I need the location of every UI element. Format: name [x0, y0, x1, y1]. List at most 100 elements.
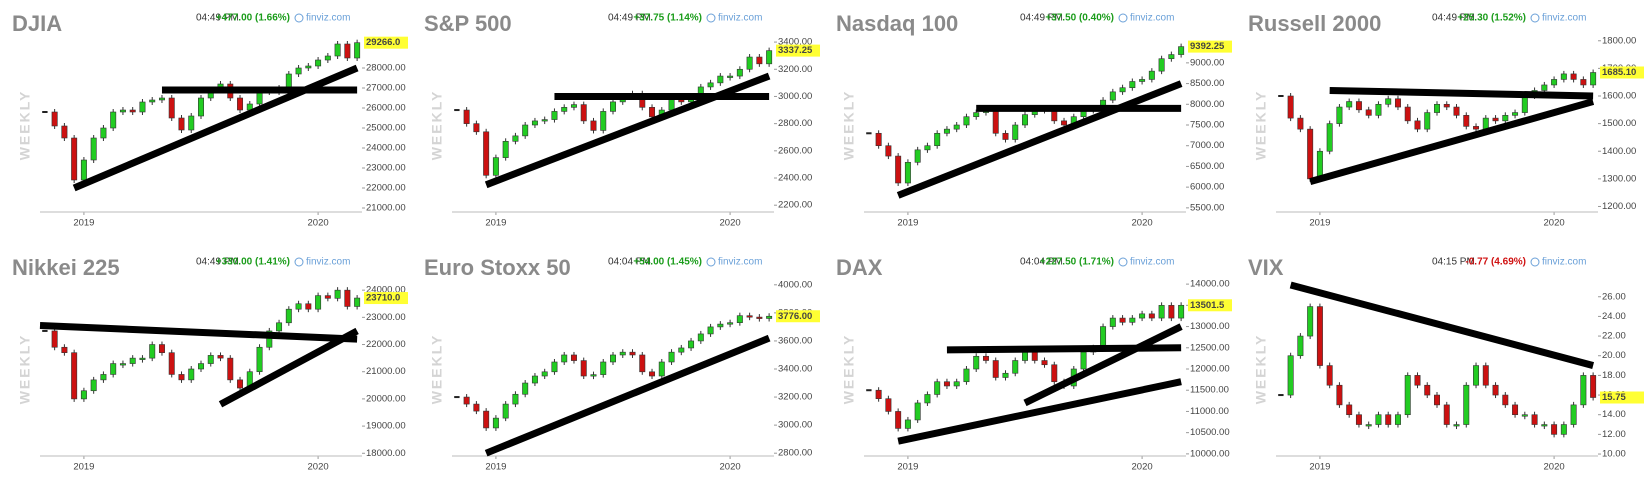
candle: [1424, 384, 1431, 396]
candle: [1492, 384, 1499, 396]
candle: [875, 132, 882, 147]
y-tick-label: 21000.00: [366, 203, 406, 214]
price-tag: [1188, 40, 1232, 53]
y-tick-label: 5500.00: [1190, 202, 1224, 213]
candle: [188, 115, 195, 131]
candle: [1178, 46, 1185, 55]
candle: [875, 389, 882, 400]
candle: [51, 111, 58, 127]
y-tick-label: 8000.00: [1190, 99, 1224, 110]
x-tick-label: 2019: [897, 462, 918, 473]
candle: [315, 59, 322, 67]
y-tick-label: 25000.00: [366, 123, 406, 134]
price-tag: [1600, 391, 1644, 404]
y-tick-label: 2400.00: [778, 173, 812, 184]
candle: [1287, 95, 1294, 119]
x-tick-label: 2020: [1544, 462, 1565, 473]
chart-panel: Euro Stoxx 50 04:04 PM+54.00 (1.45%) finvi…: [424, 255, 820, 473]
price-tag-label: 23710.0: [366, 293, 400, 304]
x-tick-label: 2020: [720, 218, 741, 229]
candle: [590, 120, 597, 131]
candle: [866, 132, 872, 135]
candle: [610, 101, 616, 112]
candle: [502, 141, 509, 158]
candle: [1463, 115, 1470, 127]
candle: [600, 361, 607, 375]
trendline: [1289, 281, 1595, 369]
candle: [188, 368, 195, 381]
candle: [531, 375, 538, 384]
price-tag-label: 1685.10: [1602, 67, 1636, 78]
watermark: WEEKLY: [17, 90, 33, 161]
trendline: [897, 378, 1182, 445]
candle: [924, 145, 931, 151]
x-tick-label: 2020: [1132, 462, 1153, 473]
candle: [1512, 112, 1519, 116]
candle: [580, 104, 587, 122]
candle: [1365, 109, 1372, 116]
update-time: 04:49 PM: [608, 13, 651, 24]
candle: [541, 371, 548, 377]
chart-panel: S&P 500 04:49 PM+37.75 (1.14%) finviz.com W…: [424, 11, 820, 229]
candle: [1326, 365, 1333, 386]
candle: [492, 157, 499, 176]
trendline: [218, 327, 359, 408]
chart-title: Nikkei 225: [12, 255, 120, 280]
candle: [344, 43, 351, 59]
y-tick-label: 2200.00: [778, 200, 812, 211]
candle: [227, 357, 234, 381]
y-tick-label: 18000.00: [366, 448, 406, 459]
candle: [1551, 79, 1558, 86]
candle: [1297, 335, 1304, 357]
candle: [1385, 98, 1392, 105]
candle: [139, 101, 146, 113]
candle: [1590, 72, 1597, 86]
price-tag: [364, 292, 408, 305]
candle: [934, 381, 941, 395]
x-tick-label: 2019: [1309, 462, 1330, 473]
candle: [1355, 101, 1362, 111]
candle: [1278, 95, 1284, 97]
candle: [1041, 360, 1048, 366]
change: +330.00 (1.41%): [216, 257, 290, 268]
candle: [178, 117, 185, 131]
y-tick-label: 1200.00: [1602, 201, 1636, 212]
change: +477.00 (1.66%): [216, 13, 290, 24]
candle: [1541, 424, 1548, 427]
y-tick-label: 7000.00: [1190, 140, 1224, 151]
trendline: [39, 322, 358, 343]
candle: [1375, 103, 1382, 116]
y-tick-label: 20000.00: [366, 393, 406, 404]
x-tick-label: 2020: [1132, 218, 1153, 229]
candle: [1336, 106, 1343, 124]
candle: [463, 109, 470, 124]
y-tick-label: 27000.00: [366, 83, 406, 94]
source-icon: [1530, 257, 1540, 267]
candle: [963, 368, 970, 383]
candle: [149, 344, 156, 359]
y-tick-label: 26000.00: [366, 103, 406, 114]
candle: [110, 111, 117, 129]
source-icon: [1118, 13, 1128, 23]
chart-title: S&P 500: [424, 11, 512, 36]
y-tick-label: 10.00: [1602, 449, 1626, 460]
candle: [766, 315, 773, 319]
watermark: WEEKLY: [1253, 334, 1269, 405]
candle: [1297, 117, 1304, 130]
trendline: [1023, 323, 1183, 407]
chart-panel: Nikkei 225 04:49 PM+330.00 (1.41%) finviz.…: [12, 255, 408, 473]
candle: [570, 104, 577, 108]
candle: [1414, 375, 1421, 386]
update-time: 04:49 PM: [196, 257, 239, 268]
y-tick-label: 26.00: [1602, 291, 1626, 302]
candle: [463, 396, 470, 405]
change: +37.75 (1.14%): [633, 13, 702, 24]
candle: [1482, 117, 1489, 130]
candle: [590, 374, 597, 377]
candle: [717, 323, 724, 328]
candle: [129, 109, 136, 113]
candle: [1307, 128, 1314, 180]
candle: [1148, 313, 1155, 319]
y-tick-label: 3400.00: [778, 37, 812, 48]
candle: [129, 357, 136, 364]
